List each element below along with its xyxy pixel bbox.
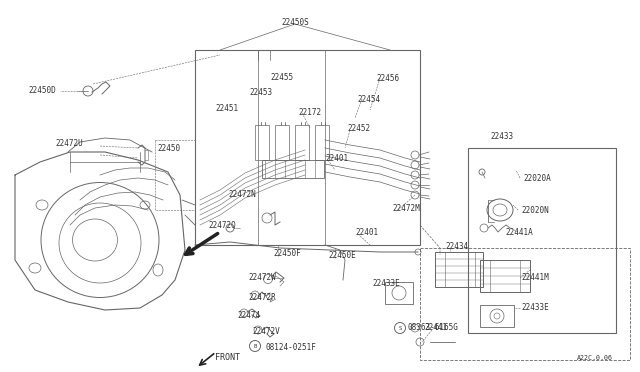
- Text: A22C.0.06: A22C.0.06: [577, 355, 613, 361]
- Text: 22455: 22455: [270, 73, 293, 81]
- Text: 22434: 22434: [445, 241, 468, 250]
- Text: 22020A: 22020A: [523, 173, 551, 183]
- Text: 22450E: 22450E: [328, 250, 356, 260]
- Bar: [468, 148, 616, 333]
- Text: 22401: 22401: [355, 228, 378, 237]
- Text: 22472W: 22472W: [248, 273, 276, 282]
- Bar: [315, 125, 329, 160]
- Text: 22472R: 22472R: [248, 294, 276, 302]
- Text: 22453: 22453: [249, 87, 272, 96]
- Bar: [295, 125, 309, 160]
- Text: 22472N: 22472N: [228, 189, 256, 199]
- Text: 22474: 22474: [237, 311, 260, 321]
- Text: 22020N: 22020N: [521, 205, 548, 215]
- Text: 22472M: 22472M: [392, 203, 420, 212]
- Text: 22441: 22441: [424, 324, 447, 333]
- Text: FRONT: FRONT: [215, 353, 240, 362]
- Text: 22450S: 22450S: [281, 17, 309, 26]
- Text: 22450D: 22450D: [28, 86, 56, 94]
- Text: 22433E: 22433E: [372, 279, 400, 289]
- Text: 22456: 22456: [376, 74, 399, 83]
- Text: 22401: 22401: [325, 154, 348, 163]
- Text: 22454: 22454: [357, 94, 380, 103]
- Text: 22441M: 22441M: [521, 273, 548, 282]
- Text: 22441A: 22441A: [505, 228, 532, 237]
- Text: 22433E: 22433E: [521, 304, 548, 312]
- Bar: [420, 248, 630, 360]
- Text: 22172: 22172: [298, 108, 321, 116]
- Text: 22433: 22433: [490, 131, 513, 141]
- Bar: [155, 140, 195, 210]
- Text: 08124-0251F: 08124-0251F: [265, 343, 316, 353]
- Text: 22450F: 22450F: [273, 250, 301, 259]
- Text: 22450: 22450: [157, 144, 180, 153]
- Bar: [195, 50, 420, 245]
- Text: 22472U: 22472U: [55, 138, 83, 148]
- Bar: [385, 282, 413, 304]
- Bar: [255, 125, 269, 160]
- Bar: [435, 252, 483, 287]
- Bar: [480, 305, 514, 327]
- Text: 22452: 22452: [347, 124, 370, 132]
- Text: 08363-6165G: 08363-6165G: [408, 324, 459, 333]
- Text: 22451: 22451: [215, 103, 238, 112]
- Text: B: B: [253, 343, 257, 349]
- Bar: [262, 160, 324, 178]
- Text: S: S: [398, 326, 402, 330]
- Text: 22472V: 22472V: [252, 327, 280, 337]
- Bar: [480, 260, 530, 292]
- Bar: [275, 125, 289, 160]
- Text: 22472Q: 22472Q: [208, 221, 236, 230]
